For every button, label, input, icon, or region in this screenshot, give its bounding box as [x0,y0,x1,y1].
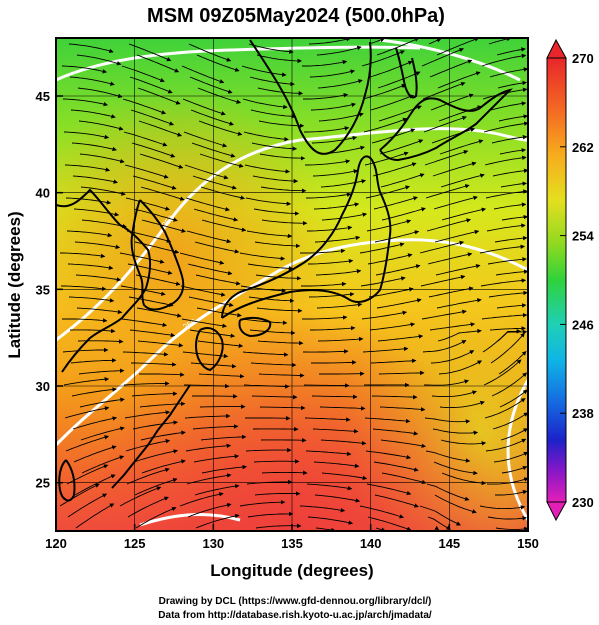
y-axis: 25 30 35 40 45 [36,89,63,491]
colorbar-max-arrow [546,38,567,59]
map-title: MSM 09Z05May2024 (500.0hPa) [147,5,445,27]
x-axis-label: Longitude (degrees) [210,561,373,580]
x-tick-label: 120 [45,536,67,551]
credit-data: Data from http://database.rish.kyoto-u.a… [158,610,432,621]
colorbar-tick-label: 238 [572,406,594,421]
wind-streamlines [59,38,528,531]
y-tick-label: 45 [36,89,50,104]
y-axis-label: Latitude (degrees) [5,211,24,358]
y-tick-label: 30 [36,379,50,394]
x-tick-label: 125 [124,536,146,551]
x-tick-label: 135 [281,536,303,551]
colorbar-tick-label: 246 [572,317,594,332]
y-tick-label: 40 [36,186,50,201]
colorbar-min-arrow [546,501,567,522]
colorbar: 270 262 254 246 238 230 [546,38,594,522]
x-tick-label: 150 [517,536,539,551]
colorbar-tick-label: 254 [572,229,594,244]
x-tick-label: 140 [360,536,382,551]
colorbar-ramp [546,57,567,503]
x-tick-label: 130 [202,536,224,551]
colorbar-tick-label: 270 [572,51,594,66]
coastlines [56,39,514,502]
y-tick-label: 35 [36,282,50,297]
colorbar-tick-label: 262 [572,140,594,155]
credit-drawing: Drawing by DCL (https://www.gfd-dennou.o… [159,596,432,607]
y-tick-label: 25 [36,476,50,491]
colorbar-tick-label: 230 [572,495,594,510]
graticule [56,38,528,531]
x-axis: 120 125 130 135 140 145 150 [45,524,539,551]
plot-area: 256 258 [56,38,528,531]
x-tick-label: 145 [438,536,460,551]
